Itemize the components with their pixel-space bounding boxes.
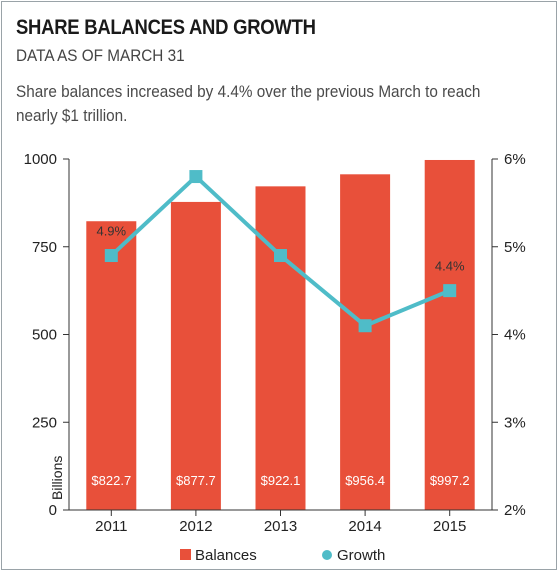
- chart-description: Share balances increased by 4.4% over th…: [16, 82, 481, 125]
- growth-marker-2012: [189, 170, 203, 184]
- y2-tick-label: 4%: [504, 327, 526, 344]
- bar-2012: [170, 201, 221, 510]
- x-tick-label: 2015: [433, 518, 466, 535]
- y2-tick-label: 6%: [504, 151, 526, 168]
- growth-marker-2014: [358, 319, 372, 333]
- y-tick-label: 1000: [24, 151, 57, 168]
- bar-2013: [255, 186, 306, 510]
- x-tick-label: 2011: [95, 518, 127, 535]
- legend-balances-swatch: [180, 549, 191, 560]
- x-tick-label: 2012: [179, 518, 212, 535]
- growth-marker-2013: [274, 249, 287, 263]
- legend-balances-label: Balances: [195, 547, 257, 564]
- bar-2011: [86, 221, 137, 510]
- bar-data-label: $822.7: [91, 473, 131, 488]
- bar-data-label: $877.7: [176, 473, 216, 488]
- bar-2014: [340, 174, 391, 511]
- y-axis-title: Billions: [49, 456, 65, 500]
- legend-growth-swatch: [322, 550, 332, 560]
- growth-data-label: 4.9%: [96, 224, 126, 239]
- y-tick-label: 750: [32, 239, 57, 256]
- y-tick-label: 500: [32, 327, 57, 344]
- y2-tick-label: 2%: [504, 502, 526, 519]
- bar-data-label: $956.4: [345, 473, 385, 488]
- chart-subtitle: DATA AS OF MARCH 31: [16, 46, 185, 65]
- bar-data-label: $922.1: [261, 473, 301, 488]
- x-tick-label: 2014: [348, 518, 381, 535]
- growth-marker-2015: [443, 284, 457, 298]
- y2-tick-label: 5%: [504, 239, 526, 256]
- x-tick-label: 2013: [264, 518, 297, 535]
- chart-title: SHARE BALANCES AND GROWTH: [16, 16, 316, 39]
- bar-data-label: $997.2: [430, 473, 470, 488]
- y-tick-label: 0: [49, 502, 57, 519]
- y-tick-label: 250: [32, 414, 57, 431]
- y2-tick-label: 3%: [504, 414, 526, 431]
- bar-2015: [424, 159, 475, 511]
- growth-data-label: 4.4%: [435, 259, 465, 274]
- legend-growth-label: Growth: [337, 547, 385, 564]
- growth-marker-2011: [104, 249, 118, 263]
